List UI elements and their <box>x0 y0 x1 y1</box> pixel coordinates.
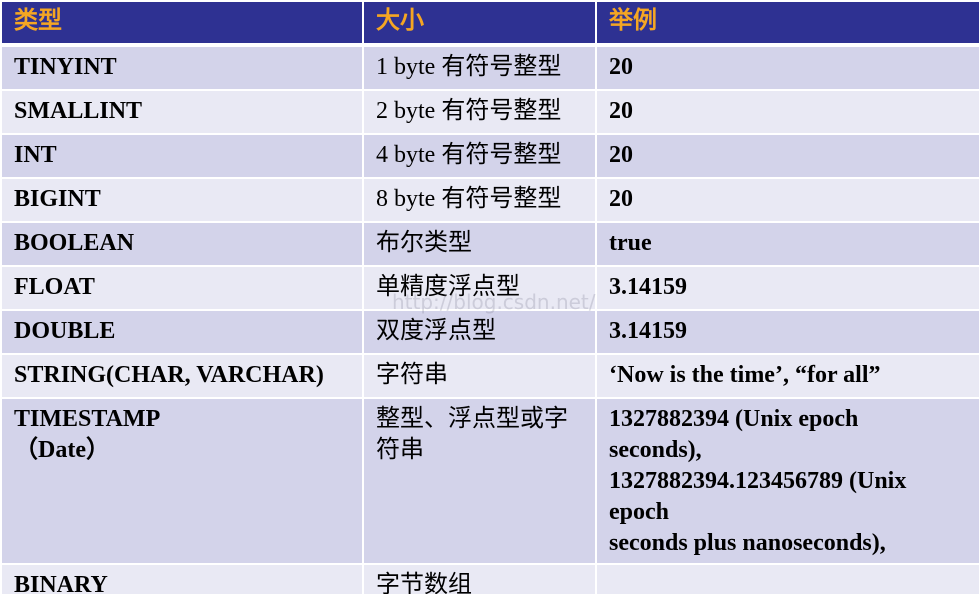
table-cell: 1 byte 有符号整型 <box>362 44 597 91</box>
table-cell: 4 byte 有符号整型 <box>362 133 597 179</box>
table-cell: 20 <box>595 133 979 179</box>
table-cell: 20 <box>595 44 979 91</box>
table-cell: INT <box>0 133 364 179</box>
table-row: TIMESTAMP （Date） 整型、浮点型或字 符串 1327882394 (U… <box>0 397 979 565</box>
table-cell: TINYINT <box>0 44 364 91</box>
table-cell: 双度浮点型 <box>362 309 597 355</box>
table-row: DOUBLE 双度浮点型 3.14159 <box>0 309 979 355</box>
table-cell: STRING(CHAR, VARCHAR) <box>0 353 364 399</box>
header-cell: 大小 <box>362 0 597 47</box>
table-cell: true <box>595 221 979 267</box>
table-row: BOOLEAN 布尔类型 true <box>0 221 979 267</box>
table-cell: SMALLINT <box>0 89 364 135</box>
table-cell: DOUBLE <box>0 309 364 355</box>
table-row: FLOAT 单精度浮点型 3.14159 <box>0 265 979 311</box>
table-cell: TIMESTAMP （Date） <box>0 397 364 565</box>
table-cell: 字节数组 <box>362 563 597 594</box>
header-cell: 类型 <box>0 0 364 47</box>
table-cell: FLOAT <box>0 265 364 311</box>
table-row: SMALLINT 2 byte 有符号整型 20 <box>0 89 979 135</box>
table-cell: BOOLEAN <box>0 221 364 267</box>
table-cell: BIGINT <box>0 177 364 223</box>
table-cell: ‘Now is the time’, “for all” <box>595 353 979 399</box>
table-row: BIGINT 8 byte 有符号整型 20 <box>0 177 979 223</box>
table-cell: 字符串 <box>362 353 597 399</box>
table-cell: 整型、浮点型或字 符串 <box>362 397 597 565</box>
table-row: TINYINT 1 byte 有符号整型 20 <box>0 44 979 91</box>
table-body: TINYINT 1 byte 有符号整型 20 SMALLINT 2 byte 有符号整… <box>0 44 979 594</box>
table-cell: 单精度浮点型 <box>362 265 597 311</box>
header-cell: 举例 <box>595 0 979 47</box>
table-cell: 3.14159 <box>595 265 979 311</box>
table-cell: 20 <box>595 177 979 223</box>
table-row: STRING(CHAR, VARCHAR) 字符串 ‘Now is the time… <box>0 353 979 399</box>
table-row: INT 4 byte 有符号整型 20 <box>0 133 979 179</box>
table-cell: 20 <box>595 89 979 135</box>
table-cell: 3.14159 <box>595 309 979 355</box>
table-cell: 布尔类型 <box>362 221 597 267</box>
table-cell <box>595 563 979 594</box>
table-row: BINARY 字节数组 <box>0 563 979 594</box>
table-cell: 8 byte 有符号整型 <box>362 177 597 223</box>
table-cell: BINARY <box>0 563 364 594</box>
table-cell: 2 byte 有符号整型 <box>362 89 597 135</box>
header-row: 类型 大小 举例 <box>0 0 979 47</box>
table-cell: 1327882394 (Unix epoch seconds), 1327882… <box>595 397 979 565</box>
